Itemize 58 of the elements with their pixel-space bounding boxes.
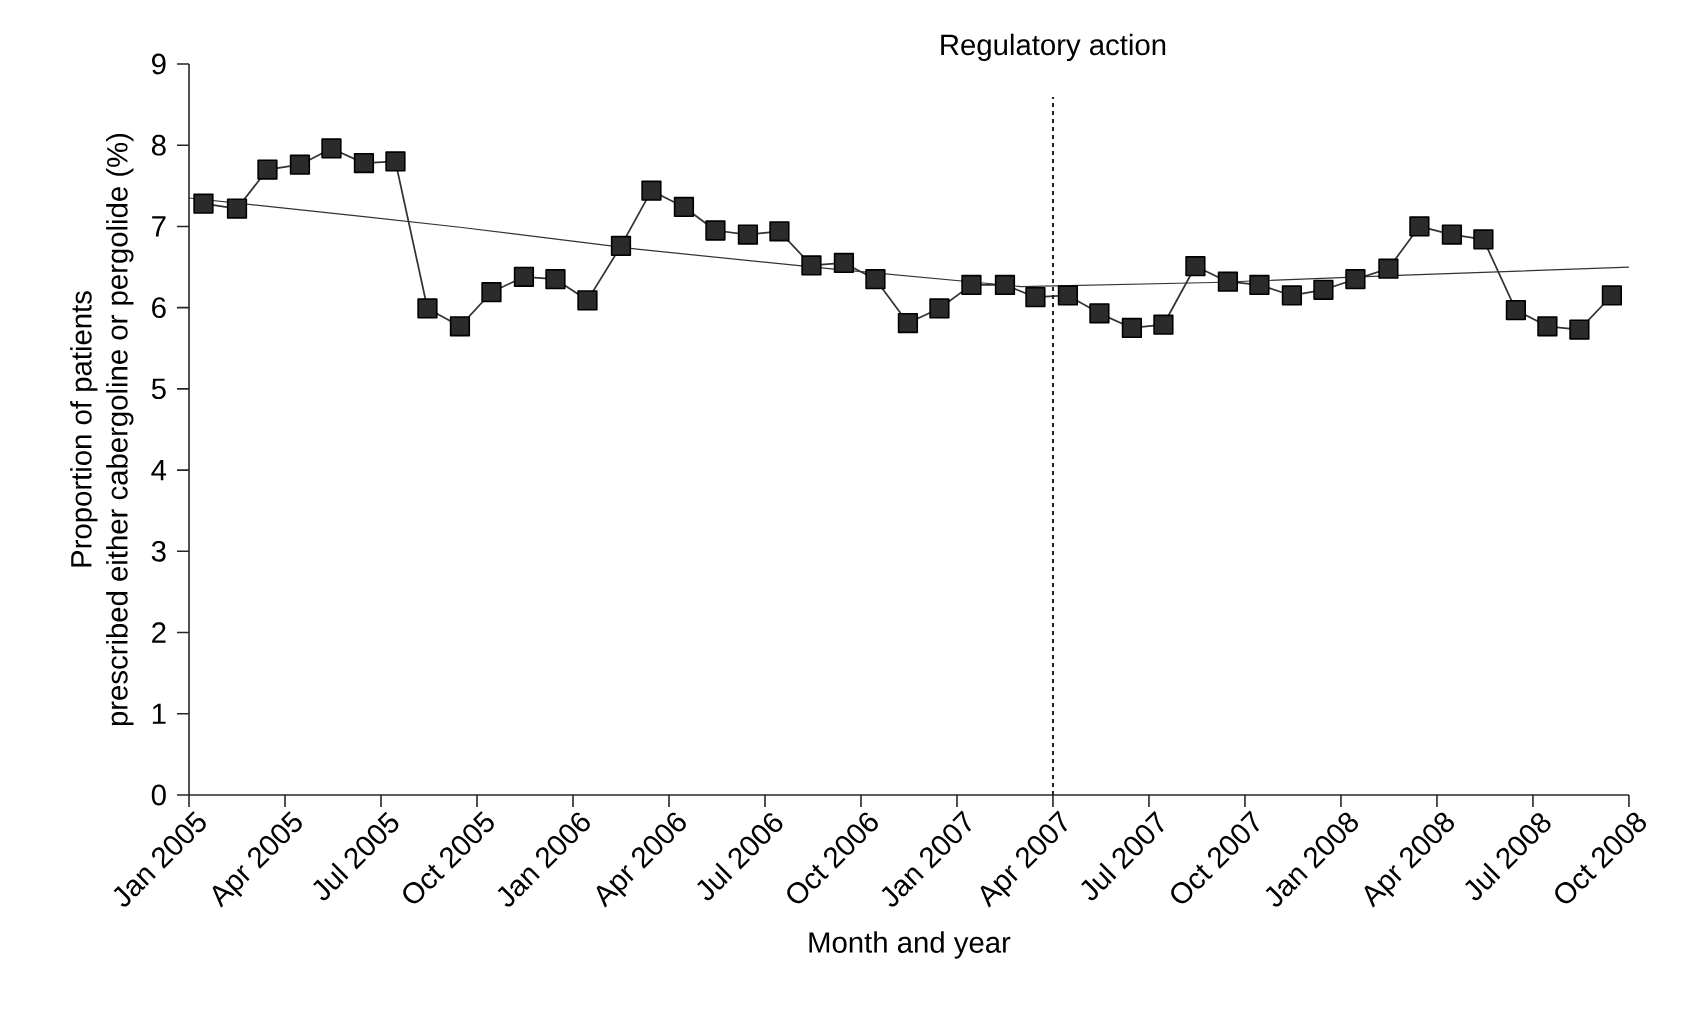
point	[1441, 224, 1463, 245]
point	[641, 180, 662, 201]
ref-line-label: Regulatory action	[941, 33, 1166, 62]
point	[801, 255, 822, 276]
y-tick-label: 6	[152, 297, 166, 319]
point	[417, 298, 438, 319]
y-tick-label: 1	[152, 703, 166, 724]
y-tick-label: 2	[152, 622, 166, 643]
point	[737, 224, 759, 245]
point	[226, 198, 248, 219]
y-tick-label: 3	[151, 540, 166, 562]
y-tick-label: 7	[152, 216, 166, 237]
point	[897, 312, 919, 334]
point	[1601, 285, 1623, 306]
point	[1057, 285, 1079, 306]
point	[961, 274, 982, 296]
y-axis-title: Proportion of patients prescribed either cabergoline or pergolide (%)	[70, 133, 134, 726]
point	[769, 221, 790, 242]
point	[1378, 258, 1399, 279]
point	[289, 154, 311, 175]
point	[257, 159, 278, 180]
point	[865, 269, 886, 290]
point	[577, 290, 598, 311]
point	[353, 152, 375, 174]
point	[929, 298, 950, 319]
point	[449, 316, 471, 337]
point	[1185, 256, 1206, 277]
point	[1025, 286, 1046, 308]
point	[513, 266, 535, 287]
point	[994, 274, 1016, 296]
point	[1153, 314, 1174, 335]
point	[705, 220, 726, 241]
point	[1217, 271, 1239, 292]
point	[321, 138, 342, 159]
point	[545, 269, 566, 290]
x-axis-title: Month and year	[809, 931, 1011, 959]
point	[1569, 319, 1590, 340]
point	[1121, 317, 1143, 339]
point	[1089, 303, 1110, 324]
point	[1249, 274, 1270, 296]
point	[1505, 299, 1527, 321]
point	[610, 235, 632, 257]
point	[833, 252, 855, 274]
point	[1537, 316, 1558, 337]
y-tick-label: 8	[151, 134, 166, 156]
y-tick-label: 0	[151, 784, 166, 806]
point	[1473, 229, 1494, 250]
point	[1313, 279, 1334, 300]
y-tick-label: 9	[152, 53, 166, 75]
y-tick-label: 5	[151, 378, 166, 400]
y-tick-label: 4	[151, 460, 167, 481]
point	[673, 196, 695, 218]
point	[1345, 269, 1366, 290]
point	[1409, 216, 1430, 237]
point	[1281, 285, 1303, 306]
point	[481, 282, 502, 303]
point	[193, 193, 214, 214]
point	[385, 151, 406, 172]
